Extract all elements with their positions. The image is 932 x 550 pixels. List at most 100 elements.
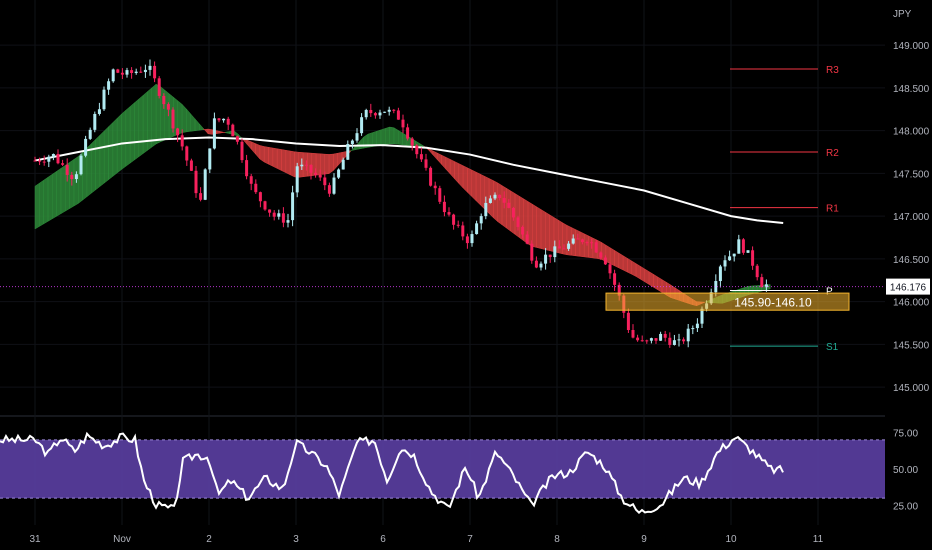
candle-down[interactable] — [741, 239, 745, 253]
candle-down[interactable] — [645, 340, 649, 342]
candle-down[interactable] — [613, 273, 617, 285]
candle-down[interactable] — [755, 265, 759, 278]
candle-up[interactable] — [383, 111, 387, 113]
candle-up[interactable] — [714, 281, 718, 293]
support-zone-box[interactable] — [605, 292, 850, 311]
candle-down[interactable] — [590, 242, 594, 244]
candle-up[interactable] — [212, 118, 216, 149]
candle-up[interactable] — [732, 253, 736, 257]
candle-down[interactable] — [162, 95, 166, 105]
candle-down[interactable] — [534, 260, 538, 268]
candle-down[interactable] — [530, 243, 534, 261]
candle-down[interactable] — [171, 109, 175, 129]
candle-down[interactable] — [42, 161, 46, 163]
candle-down[interactable] — [272, 212, 276, 217]
candle-down[interactable] — [120, 72, 124, 75]
candle-up[interactable] — [93, 113, 97, 130]
candle-down[interactable] — [176, 128, 180, 136]
candle-up[interactable] — [659, 333, 663, 341]
candle-up[interactable] — [79, 155, 83, 175]
candle-up[interactable] — [47, 156, 51, 162]
candle-up[interactable] — [539, 263, 543, 268]
candle-down[interactable] — [130, 70, 134, 74]
candle-down[interactable] — [603, 257, 607, 265]
candle-down[interactable] — [433, 185, 437, 189]
candle-down[interactable] — [254, 183, 258, 193]
candle-up[interactable] — [544, 254, 548, 264]
candle-up[interactable] — [286, 220, 290, 223]
candle-down[interactable] — [314, 172, 318, 175]
candle-up[interactable] — [488, 198, 492, 203]
candle-down[interactable] — [226, 118, 230, 125]
candle-down[interactable] — [139, 71, 143, 73]
candle-down[interactable] — [217, 118, 221, 121]
candle-up[interactable] — [677, 339, 681, 341]
candle-down[interactable] — [631, 330, 635, 338]
candle-down[interactable] — [65, 164, 69, 175]
candle-down[interactable] — [38, 160, 42, 162]
candle-down[interactable] — [507, 202, 511, 208]
candle-down[interactable] — [396, 110, 400, 120]
candle-up[interactable] — [51, 154, 55, 157]
candle-down[interactable] — [231, 124, 235, 137]
candle-up[interactable] — [341, 159, 345, 170]
candle-up[interactable] — [350, 140, 354, 144]
candle-up[interactable] — [102, 89, 106, 110]
candle-down[interactable] — [636, 337, 640, 341]
candle-down[interactable] — [585, 242, 589, 244]
candle-down[interactable] — [406, 127, 410, 139]
candle-up[interactable] — [700, 308, 704, 324]
candle-down[interactable] — [452, 214, 456, 225]
candle-down[interactable] — [663, 333, 667, 338]
candle-down[interactable] — [166, 104, 170, 110]
candle-up[interactable] — [479, 216, 483, 224]
candle-up[interactable] — [277, 213, 281, 217]
candle-down[interactable] — [668, 337, 672, 345]
long-moving-average-line[interactable] — [34, 136, 784, 224]
candle-down[interactable] — [442, 201, 446, 213]
candle-up[interactable] — [470, 234, 474, 244]
candle-down[interactable] — [327, 185, 331, 194]
candle-down[interactable] — [70, 174, 74, 180]
candle-down[interactable] — [498, 194, 502, 199]
oscillator-pane[interactable] — [0, 431, 885, 514]
candle-down[interactable] — [599, 252, 603, 258]
candle-up[interactable] — [300, 164, 304, 167]
candle-up[interactable] — [567, 243, 571, 249]
candle-down[interactable] — [580, 239, 584, 243]
candle-down[interactable] — [760, 277, 764, 288]
candle-up[interactable] — [718, 266, 722, 282]
candle-up[interactable] — [97, 109, 101, 114]
candle-down[interactable] — [180, 135, 184, 147]
candle-down[interactable] — [281, 213, 285, 223]
candle-down[interactable] — [562, 248, 566, 250]
candle-up[interactable] — [672, 340, 676, 345]
candle-up[interactable] — [360, 117, 364, 134]
candle-up[interactable] — [364, 109, 368, 118]
candle-down[interactable] — [258, 192, 262, 202]
candle-down[interactable] — [594, 242, 598, 253]
candle-down[interactable] — [682, 339, 686, 342]
candle-up[interactable] — [691, 328, 695, 330]
candle-down[interactable] — [617, 284, 621, 296]
candle-down[interactable] — [424, 159, 428, 168]
candle-down[interactable] — [516, 217, 520, 227]
candle-up[interactable] — [737, 239, 741, 254]
candle-up[interactable] — [728, 256, 732, 261]
candle-up[interactable] — [84, 138, 88, 156]
candle-up[interactable] — [649, 338, 653, 341]
candle-down[interactable] — [438, 188, 442, 202]
candle-up[interactable] — [723, 260, 727, 267]
candle-down[interactable] — [576, 238, 580, 240]
candle-up[interactable] — [143, 69, 147, 73]
candle-down[interactable] — [640, 340, 644, 342]
candle-down[interactable] — [401, 119, 405, 128]
candle-up[interactable] — [493, 194, 497, 199]
candle-down[interactable] — [608, 264, 612, 274]
candle-up[interactable] — [484, 202, 488, 217]
candle-down[interactable] — [429, 167, 433, 186]
candle-down[interactable] — [304, 164, 308, 166]
oscillator-line[interactable] — [0, 431, 784, 514]
candle-up[interactable] — [355, 133, 359, 141]
candle-down[interactable] — [323, 177, 327, 186]
